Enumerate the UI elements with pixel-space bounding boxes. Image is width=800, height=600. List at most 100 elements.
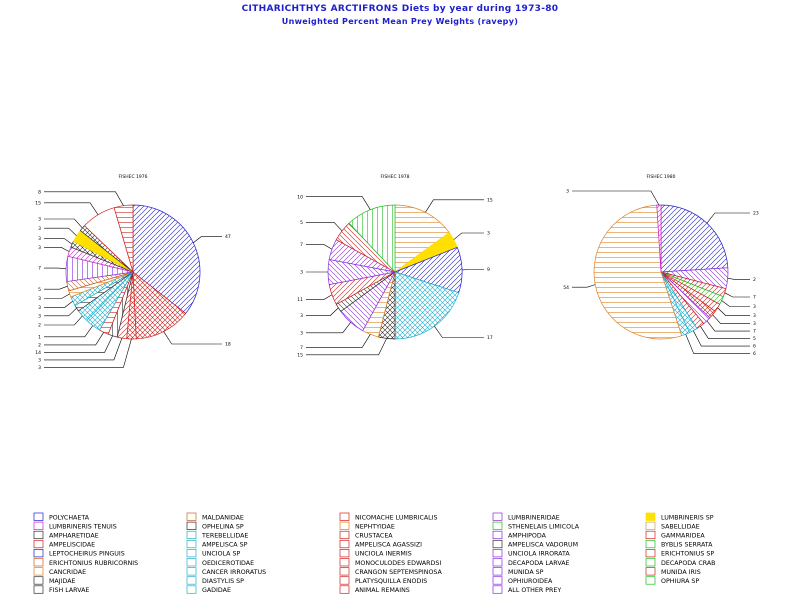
- legend-label: OPHIUROIDEA: [508, 578, 553, 585]
- legend-item-monoculodes-edwardsi: MONOCULODES EDWARDSI: [339, 558, 441, 567]
- leader-line: [721, 300, 750, 307]
- slice-label: 3: [38, 217, 41, 223]
- slice-label: 14: [35, 350, 41, 356]
- leader-line: [44, 337, 123, 361]
- slice-label: 11: [297, 297, 303, 303]
- slice-label: 3: [38, 357, 41, 363]
- legend-item-ampharetidae: AMPHARETIDAE: [33, 530, 99, 540]
- legend-item-diastylis-sp: DIASTYLIS SP: [186, 576, 244, 585]
- slice-label: 3: [753, 304, 756, 310]
- legend-item-animal-remains: ANIMAL REMAINS: [339, 585, 410, 594]
- leader-line: [717, 307, 750, 316]
- leader-line: [306, 222, 343, 232]
- legend-label: OEDICEROTIDAE: [202, 560, 254, 567]
- legend-label: AMPELISCA SP: [202, 542, 248, 549]
- legend-item-decapoda-crab: DECAPODA CRAB: [645, 558, 715, 567]
- legend-swatch: [186, 585, 197, 594]
- legend-swatch: [645, 512, 656, 521]
- legend-label: AMPELISCA AGASSIZI: [355, 542, 422, 549]
- legend-item-polychaeta: POLYCHAETA: [33, 512, 90, 521]
- legend-swatch: [186, 567, 197, 576]
- legend-label: STHENELAIS LIMICOLA: [508, 523, 580, 530]
- legend-label: ALL OTHER PREY: [508, 587, 561, 594]
- legend-swatch: [339, 549, 350, 558]
- legend-item-leptocheirus-pinguis: LEPTOCHEIRUS PINGUIS: [33, 549, 125, 558]
- pie-slice-sthenelais-limicola: [348, 204, 396, 273]
- leader-line: [306, 196, 371, 210]
- slice-label: 3: [300, 270, 303, 276]
- leader-line: [163, 331, 222, 345]
- leader-line: [44, 332, 104, 346]
- legend-item-ampelisca-agassizi: AMPELISCA AGASSIZI: [339, 539, 422, 549]
- legend-item-crangon-septemspinosa: CRANGON SEPTEMSPINOSA: [339, 567, 443, 576]
- legend-label: AMPELISCIDAE: [49, 542, 95, 549]
- legend-swatch: [186, 521, 197, 530]
- legend-item-majidae: MAJIDAE: [33, 576, 76, 585]
- slice-label: 3: [38, 365, 41, 371]
- leader-line: [693, 330, 750, 347]
- legend-item-platysquilla-enodis: PLATYSQUILLA ENODIS: [339, 576, 427, 585]
- legend-swatch: [492, 521, 503, 530]
- legend-swatch: [339, 521, 350, 530]
- slice-label: 3: [38, 226, 41, 232]
- legend-label: CANCER IRRORATUS: [202, 569, 266, 576]
- legend-label: MUNIDA SP: [508, 569, 544, 576]
- legend-swatch: [186, 576, 197, 585]
- legend-item-oedicerotidae: OEDICEROTIDAE: [186, 558, 254, 567]
- slice-label: 7: [300, 242, 303, 248]
- slice-label: 7: [38, 266, 41, 272]
- slice-label: 10: [297, 194, 303, 200]
- legend-label: CANCRIDAE: [49, 569, 86, 576]
- legend-swatch: [33, 512, 44, 521]
- leader-line: [44, 307, 77, 317]
- legend-swatch: [492, 585, 503, 594]
- legend-swatch: [645, 530, 656, 540]
- legend-swatch: [492, 576, 503, 585]
- legend-swatch: [33, 585, 44, 594]
- legend-label: ERICHTONIUS SP: [661, 551, 714, 558]
- legend-swatch: [645, 539, 656, 549]
- legend-swatch: [645, 567, 656, 576]
- legend-item-ampelisca-sp: AMPELISCA SP: [186, 539, 248, 549]
- slice-label: 6: [753, 351, 756, 357]
- legend-swatch: [645, 558, 656, 567]
- slice-label: 15: [35, 200, 41, 206]
- legend-label: BYBLIS SERRATA: [661, 542, 713, 549]
- pie-slice-ampelisca-agassizi: [132, 271, 187, 340]
- leader-line: [434, 326, 484, 338]
- legend-swatch: [339, 530, 350, 540]
- legend-label: GADIDAE: [202, 587, 231, 594]
- legend-item-ampelisca-vadorum: AMPELISCA VADORUM: [492, 539, 578, 549]
- legend-label: DECAPODA LARVAE: [508, 560, 570, 567]
- legend-swatch: [492, 539, 503, 549]
- leader-line: [706, 212, 750, 224]
- legend-label: MALDANIDAE: [202, 514, 244, 521]
- legend-swatch: [492, 567, 503, 576]
- legend-swatch: [339, 512, 350, 521]
- legend-label: NICOMACHE LUMBRICALIS: [355, 514, 438, 521]
- slice-label: 17: [487, 335, 493, 341]
- legend-item-ophiura-sp: OPHIURA SP: [645, 576, 699, 585]
- leader-line: [44, 191, 124, 206]
- legend-item-fish-larvae: FISH LARVAE: [33, 585, 89, 594]
- legend-swatch: [186, 530, 197, 540]
- legend-label: LEPTOCHEIRUS PINGUIS: [49, 551, 125, 558]
- legend-label: ERICHTONIUS RUBRICORNIS: [49, 560, 138, 567]
- leader-line: [44, 238, 73, 245]
- leader-line: [572, 284, 596, 288]
- legend-item-cancer-irroratus: CANCER IRRORATUS: [186, 567, 266, 576]
- leader-line: [44, 227, 77, 237]
- slice-label: 5: [753, 336, 756, 342]
- leader-line: [700, 326, 750, 339]
- legend-label: POLYCHAETA: [49, 514, 90, 521]
- legend-label: CRANGON SEPTEMSPINOSA: [355, 569, 443, 576]
- legend-swatch: [186, 539, 197, 549]
- slice-label: 18: [225, 342, 231, 348]
- slice-label: 3: [753, 321, 756, 327]
- legend-item-gadidae: GADIDAE: [186, 585, 231, 594]
- legend-item-erichtonius-rubricornis: ERICHTONIUS RUBRICORNIS: [33, 558, 138, 567]
- legend-label: PLATYSQUILLA ENODIS: [355, 578, 427, 585]
- leader-line: [44, 338, 132, 368]
- legend-item-cancridae: CANCRIDAE: [33, 567, 86, 576]
